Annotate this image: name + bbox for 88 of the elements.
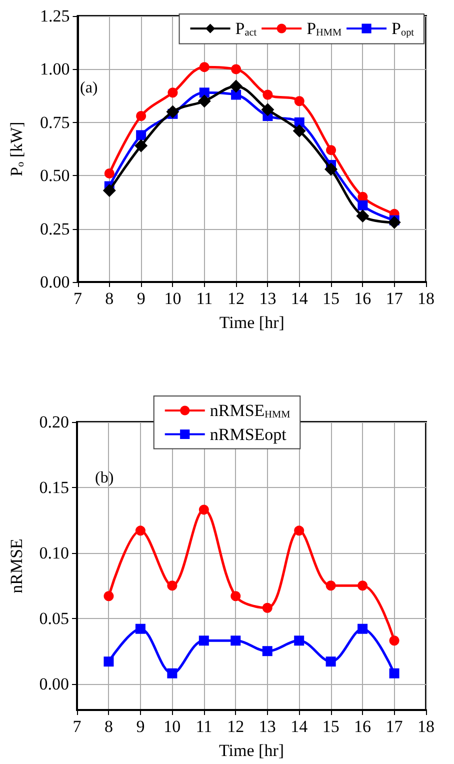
y-tick-label: 0.25 — [40, 219, 70, 238]
y-tick-label: 1.25 — [40, 6, 70, 26]
point — [358, 580, 368, 591]
point — [324, 162, 338, 176]
x-tick-label: 9 — [136, 717, 145, 736]
point — [326, 145, 336, 156]
point — [230, 80, 243, 93]
point — [136, 130, 146, 140]
point — [199, 62, 210, 72]
legend-label: Pact — [235, 19, 257, 38]
y-tick-label: 0.05 — [39, 608, 69, 628]
point — [358, 200, 368, 210]
point — [198, 636, 209, 646]
point — [389, 636, 400, 646]
x-tick-label: 11 — [196, 717, 212, 736]
x-tick-label: 11 — [196, 289, 213, 308]
x-tick-label: 13 — [259, 289, 276, 308]
y-axis-title: Po [kW] — [7, 122, 26, 176]
legend-label: PHMM — [306, 19, 342, 38]
x-tick-label: 7 — [74, 289, 82, 308]
point — [134, 139, 148, 152]
point — [294, 636, 304, 646]
point — [166, 105, 180, 118]
point — [326, 656, 336, 667]
y-tick-label: 1.00 — [40, 60, 70, 79]
x-tick-label: 13 — [258, 717, 276, 736]
x-tick-label: 8 — [104, 717, 113, 736]
x-tick-label: 10 — [164, 289, 182, 308]
y-tick-label: 0.15 — [39, 478, 69, 497]
point — [167, 580, 178, 591]
x-tick-label: 12 — [227, 717, 244, 736]
x-axis-title: Time [hr] — [218, 741, 284, 760]
x-axis-title: Time [hr] — [219, 313, 284, 332]
point — [358, 192, 368, 202]
y-tick-label: 0.00 — [39, 674, 69, 694]
x-tick-label: 18 — [418, 289, 434, 308]
point — [135, 624, 146, 634]
x-tick-label: 7 — [72, 717, 82, 736]
x-tick-label: 17 — [386, 717, 404, 736]
x-tick-label: 10 — [164, 717, 181, 736]
legend-label: nRMSEopt — [210, 424, 287, 444]
y-tick-label: 0.00 — [40, 272, 70, 292]
point — [230, 591, 241, 602]
point — [104, 168, 114, 178]
y-tick-label: 0.10 — [39, 543, 69, 562]
x-tick-label: 14 — [290, 717, 308, 736]
point — [388, 216, 401, 229]
y-tick-label: 0.20 — [39, 412, 69, 432]
point — [136, 111, 146, 122]
x-tick-label: 15 — [322, 289, 340, 308]
point — [198, 94, 211, 108]
x-tick-label: 8 — [105, 289, 114, 308]
annotation: (a) — [80, 80, 98, 96]
x-tick-label: 14 — [290, 289, 308, 308]
point — [135, 526, 146, 536]
point — [358, 624, 368, 634]
point — [102, 184, 116, 197]
annotation: (b) — [95, 470, 114, 486]
point — [292, 124, 306, 138]
y-tick-label: 0.75 — [40, 112, 70, 132]
point — [198, 504, 209, 515]
point — [262, 602, 272, 613]
point — [199, 88, 210, 98]
x-tick-label: 18 — [418, 717, 434, 736]
x-tick-label: 9 — [136, 289, 146, 308]
point — [294, 526, 304, 536]
point — [167, 668, 178, 678]
legend-label: nRMSEHMM — [210, 401, 290, 420]
point — [294, 96, 304, 106]
point — [356, 210, 370, 223]
point — [326, 580, 336, 591]
x-tick-label: 12 — [228, 289, 245, 308]
x-tick-label: 16 — [354, 717, 372, 736]
x-tick-label: 17 — [386, 289, 404, 308]
x-tick-label: 15 — [322, 717, 340, 736]
x-tick-label: 16 — [354, 289, 372, 308]
point — [262, 646, 272, 656]
point — [104, 656, 114, 667]
legend-label: Popt — [392, 19, 414, 38]
point — [262, 90, 273, 100]
point — [104, 591, 114, 602]
point — [261, 103, 274, 116]
point — [231, 64, 242, 74]
point — [389, 668, 400, 678]
y-axis-title: nRMSE — [7, 538, 26, 594]
point — [168, 88, 178, 98]
point — [230, 636, 241, 646]
y-tick-label: 0.50 — [40, 166, 70, 186]
